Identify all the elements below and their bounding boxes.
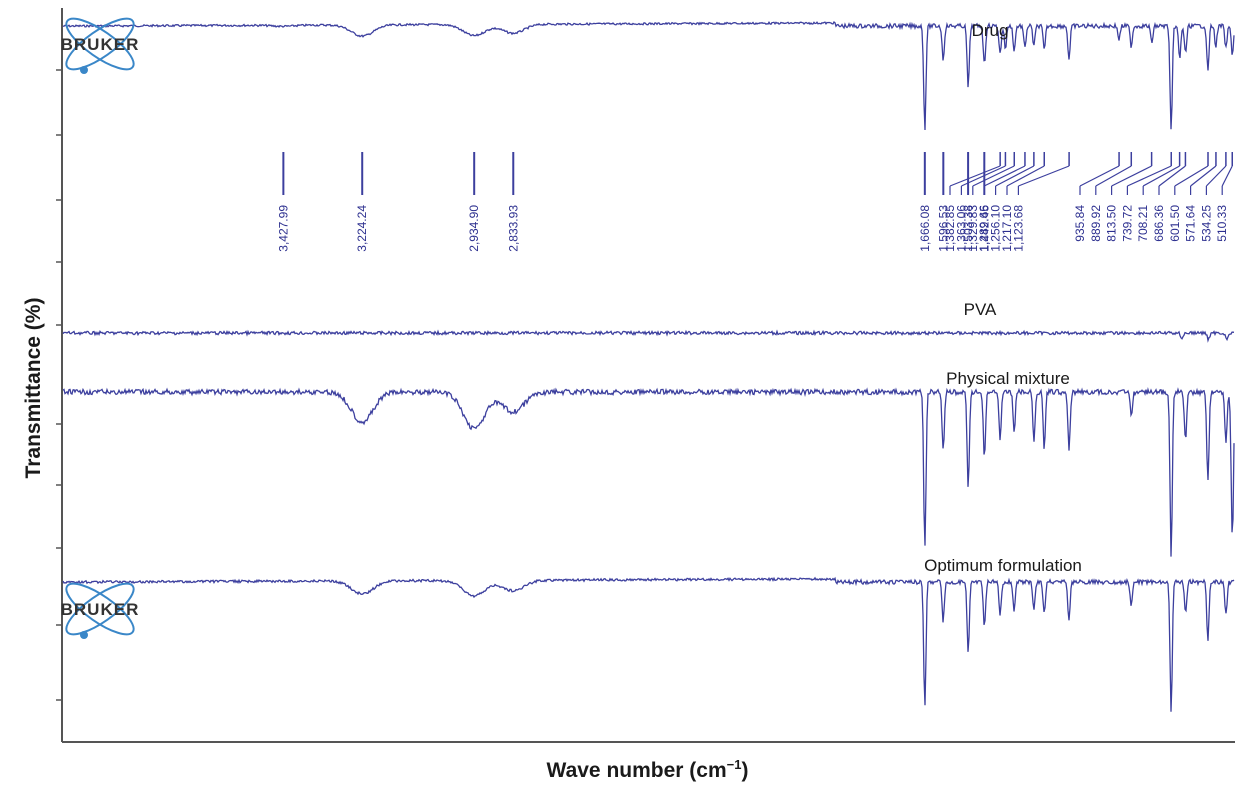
bruker-logo-text-0: BRUKER	[61, 35, 140, 54]
peak-marker-diag-18	[1127, 165, 1172, 187]
peak-marker-diag-11	[983, 165, 1026, 187]
x-axis-label: Wave number (cm−1)	[60, 745, 1235, 789]
bruker-logo-dot-0	[80, 66, 88, 74]
bruker-logo-orbit-a-0	[65, 17, 135, 71]
peak-marker-diag-9	[961, 165, 1006, 187]
series-line-physical-mixture	[62, 387, 1235, 557]
x-axis-label-unit-exponent: −1	[726, 757, 742, 772]
series-label-optimum-formulation: Optimum formulation	[924, 556, 1082, 575]
peak-label-19: 708.21	[1136, 205, 1150, 242]
bruker-logo-orbit-b-0	[65, 17, 135, 71]
peak-label-17: 813.50	[1105, 205, 1119, 242]
peak-marker-diag-16	[1095, 165, 1132, 187]
peak-label-2: 2,934.90	[467, 205, 481, 252]
peak-label-24: 510.33	[1215, 205, 1229, 242]
series-line-pva	[62, 329, 1235, 343]
peak-marker-diag-10	[972, 165, 1015, 187]
peak-label-8: 1,382.85	[943, 205, 957, 252]
series-label-physical-mixture: Physical mixture	[946, 369, 1070, 388]
peak-label-18: 739.72	[1120, 205, 1134, 242]
peak-label-20: 686.36	[1152, 205, 1166, 242]
peak-label-6: 1,503.38	[961, 205, 975, 252]
peak-marker-diag-15	[1079, 165, 1120, 187]
peak-label-12: 1,256.10	[989, 205, 1003, 252]
y-axis-label-wrap: Transmittance (%)	[22, 298, 45, 479]
peak-marker-diag-24	[1221, 165, 1233, 187]
peak-label-5: 1,596.53	[936, 205, 950, 252]
peak-label-11: 1,289.66	[977, 205, 991, 252]
peak-label-9: 1,363.06	[954, 205, 968, 252]
peak-marker-diag-23	[1205, 165, 1227, 187]
peak-label-4: 1,666.08	[918, 205, 932, 252]
bruker-logo-dot-1	[80, 631, 88, 639]
peak-label-1: 3,224.24	[355, 205, 369, 252]
peak-marker-diag-13	[1006, 165, 1045, 187]
peak-marker-diag-8	[949, 165, 1001, 187]
peak-label-23: 534.25	[1199, 205, 1213, 242]
peak-marker-diag-22	[1190, 165, 1217, 187]
peak-marker-diag-20	[1158, 165, 1186, 187]
peak-label-16: 889.92	[1089, 205, 1103, 242]
peak-label-13: 1,217.10	[1000, 205, 1014, 252]
series-label-pva: PVA	[964, 300, 997, 319]
series-label-drug: Drug	[972, 21, 1009, 40]
y-axis-label: Transmittance (%)	[22, 298, 45, 479]
peak-label-21: 601.50	[1168, 205, 1182, 242]
bruker-logo-text-1: BRUKER	[61, 600, 140, 619]
peak-marker-diag-14	[1018, 165, 1070, 187]
x-axis-label-close: )	[741, 759, 749, 782]
peak-label-3: 2,833.93	[506, 205, 520, 252]
bruker-logo-orbit-b-1	[65, 582, 135, 636]
bruker-logo-orbit-a-1	[65, 582, 135, 636]
peak-marker-diag-17	[1111, 165, 1152, 187]
series-line-optimum-formulation	[62, 576, 1235, 712]
series-line-drug	[62, 21, 1235, 131]
peak-label-15: 935.84	[1073, 205, 1087, 242]
peak-label-0: 3,427.99	[276, 205, 290, 252]
peak-label-10: 1,329.83	[966, 205, 980, 252]
peak-label-22: 571.64	[1184, 205, 1198, 242]
peak-label-14: 1,123.68	[1011, 205, 1025, 252]
peak-marker-diag-19	[1142, 165, 1180, 187]
peak-marker-diag-21	[1174, 165, 1209, 187]
peak-marker-diag-12	[995, 165, 1035, 187]
x-axis-label-text: Wave number (cm	[546, 759, 727, 782]
peak-label-7: 1,442.45	[977, 205, 991, 252]
